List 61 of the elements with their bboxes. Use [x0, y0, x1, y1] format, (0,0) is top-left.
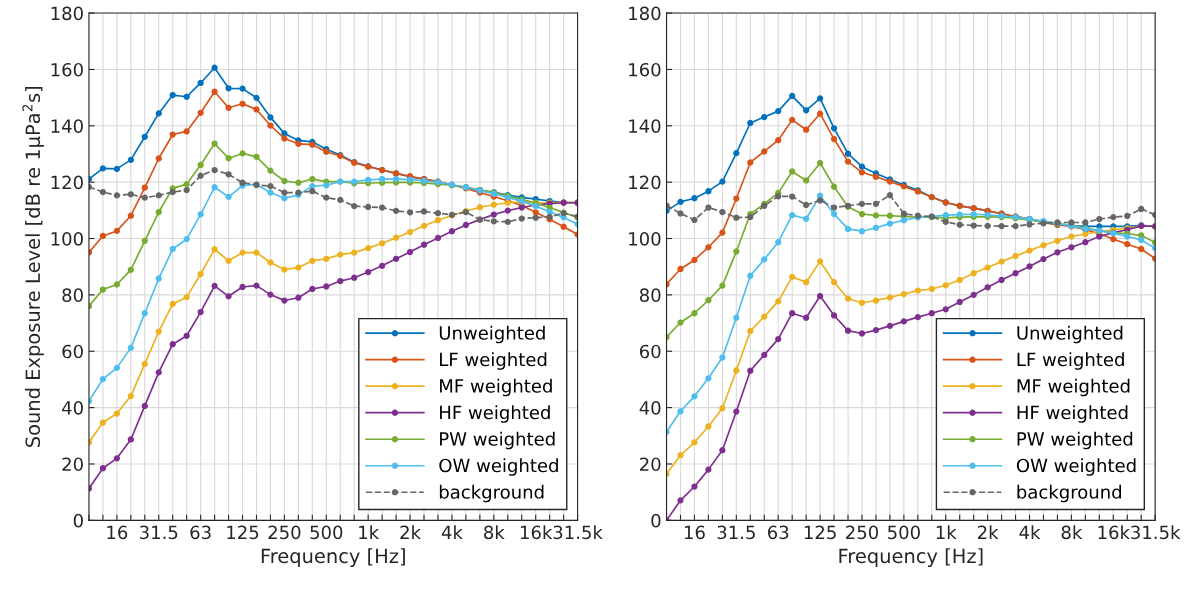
- x-tick-label: 63: [190, 525, 211, 540]
- legend-label: OW weighted: [439, 458, 558, 476]
- legend-label: MF weighted: [440, 378, 552, 397]
- y-tick-label: 60: [639, 344, 661, 359]
- x-tick-label: 1k: [359, 525, 380, 539]
- legend-label: HF weighted: [440, 405, 550, 423]
- legend-label: MF weighted: [1017, 378, 1130, 397]
- y-tick-label: 60: [62, 344, 83, 359]
- legend-label: PW weighted: [1017, 431, 1133, 450]
- x-tick-label: 250: [268, 525, 301, 540]
- y-tick-label: 100: [629, 231, 661, 246]
- x-tick-label: 16k: [520, 525, 553, 540]
- y-tick-label: 80: [639, 288, 661, 302]
- y-tick-label: 20: [62, 457, 83, 472]
- legend-label: background: [1017, 484, 1121, 503]
- y-axis-title: Sound Exposure Level [dB re 1μPa$^{2}$s]: [22, 86, 44, 447]
- y-tick-label: 140: [51, 119, 83, 133]
- x-tick-label: 31.5: [140, 525, 178, 540]
- x-tick-label: 63: [767, 525, 789, 540]
- x-tick-label: 8k: [1061, 525, 1083, 540]
- y-tick-label: 40: [639, 401, 661, 415]
- x-tick-label: 31.5: [717, 525, 755, 540]
- legend-label: HF weighted: [1017, 405, 1128, 423]
- y-tick-label: 40: [62, 401, 83, 415]
- x-tick-label: 500: [888, 525, 920, 540]
- x-tick-label: 250: [846, 525, 879, 540]
- x-tick-label: 125: [227, 525, 259, 540]
- x-axis-title: Frequency [Hz]: [261, 548, 405, 568]
- y-tick-label: 100: [51, 231, 83, 246]
- y-tick-label: 120: [51, 175, 83, 190]
- x-tick-label: 16: [107, 525, 128, 540]
- legend-label: LF weighted: [440, 352, 547, 370]
- legend-label: PW weighted: [440, 431, 555, 450]
- x-tick-label: 4k: [441, 525, 463, 539]
- x-tick-label: 16k: [1098, 525, 1130, 540]
- x-tick-label: 31.5k: [553, 525, 603, 540]
- y-tick-label: 0: [73, 513, 83, 528]
- x-axis-title: Frequency [Hz]: [839, 548, 983, 568]
- y-tick-label: 80: [62, 288, 83, 302]
- legend-label: background: [439, 484, 544, 503]
- x-tick-label: 8k: [484, 525, 505, 540]
- y-tick-label: 180: [629, 6, 661, 21]
- y-tick-label: 20: [640, 457, 661, 472]
- x-tick-label: 2k: [400, 525, 421, 539]
- x-tick-label: 31.5k: [1131, 525, 1181, 540]
- y-tick-label: 0: [651, 513, 661, 528]
- x-tick-label: 500: [310, 525, 343, 540]
- y-tick-label: 120: [629, 175, 661, 190]
- x-tick-label: 2k: [977, 525, 999, 539]
- legend-label: Unweighted: [1017, 325, 1123, 344]
- legend-label: Unweighted: [439, 325, 545, 344]
- y-tick-label: 180: [51, 6, 83, 21]
- legend-label: OW weighted: [1016, 458, 1136, 476]
- x-tick-label: 1k: [936, 525, 957, 539]
- legend-label: LF weighted: [1017, 352, 1124, 370]
- y-tick-label: 160: [51, 62, 83, 77]
- x-tick-label: 16: [684, 525, 705, 540]
- y-tick-label: 160: [629, 62, 661, 77]
- x-tick-label: 125: [804, 525, 836, 540]
- x-tick-label: 4k: [1019, 525, 1041, 539]
- y-tick-label: 140: [629, 119, 661, 133]
